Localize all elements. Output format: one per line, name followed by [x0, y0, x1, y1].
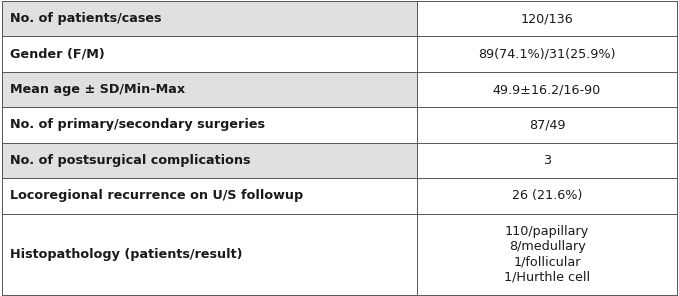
Bar	[417, 214, 677, 295]
Bar	[417, 178, 677, 214]
Text: 110/papillary
8/medullary
1/follicular
1/Hurthle cell: 110/papillary 8/medullary 1/follicular 1…	[504, 225, 590, 283]
Bar	[2, 1, 417, 36]
Bar	[417, 36, 677, 72]
Text: Mean age ± SD/Min-Max: Mean age ± SD/Min-Max	[10, 83, 185, 96]
Bar	[2, 107, 417, 143]
Bar	[2, 143, 417, 178]
Bar	[2, 214, 417, 295]
Bar	[417, 1, 677, 36]
Text: No. of postsurgical complications: No. of postsurgical complications	[10, 154, 251, 167]
Text: No. of primary/secondary surgeries: No. of primary/secondary surgeries	[10, 118, 265, 131]
Text: 89(74.1%)/31(25.9%): 89(74.1%)/31(25.9%)	[478, 48, 616, 61]
Text: 26 (21.6%): 26 (21.6%)	[512, 189, 582, 202]
Bar	[417, 72, 677, 107]
Text: 87/49: 87/49	[529, 118, 566, 131]
Bar	[2, 72, 417, 107]
Text: Histopathology (patients/result): Histopathology (patients/result)	[10, 248, 242, 261]
Text: Locoregional recurrence on U/S followup: Locoregional recurrence on U/S followup	[10, 189, 304, 202]
Text: 120/136: 120/136	[521, 12, 573, 25]
Text: No. of patients/cases: No. of patients/cases	[10, 12, 162, 25]
Bar	[2, 36, 417, 72]
Text: 49.9±16.2/16-90: 49.9±16.2/16-90	[493, 83, 601, 96]
Bar	[417, 143, 677, 178]
Bar	[2, 178, 417, 214]
Bar	[417, 107, 677, 143]
Text: 3: 3	[543, 154, 551, 167]
Text: Gender (F/M): Gender (F/M)	[10, 48, 105, 61]
